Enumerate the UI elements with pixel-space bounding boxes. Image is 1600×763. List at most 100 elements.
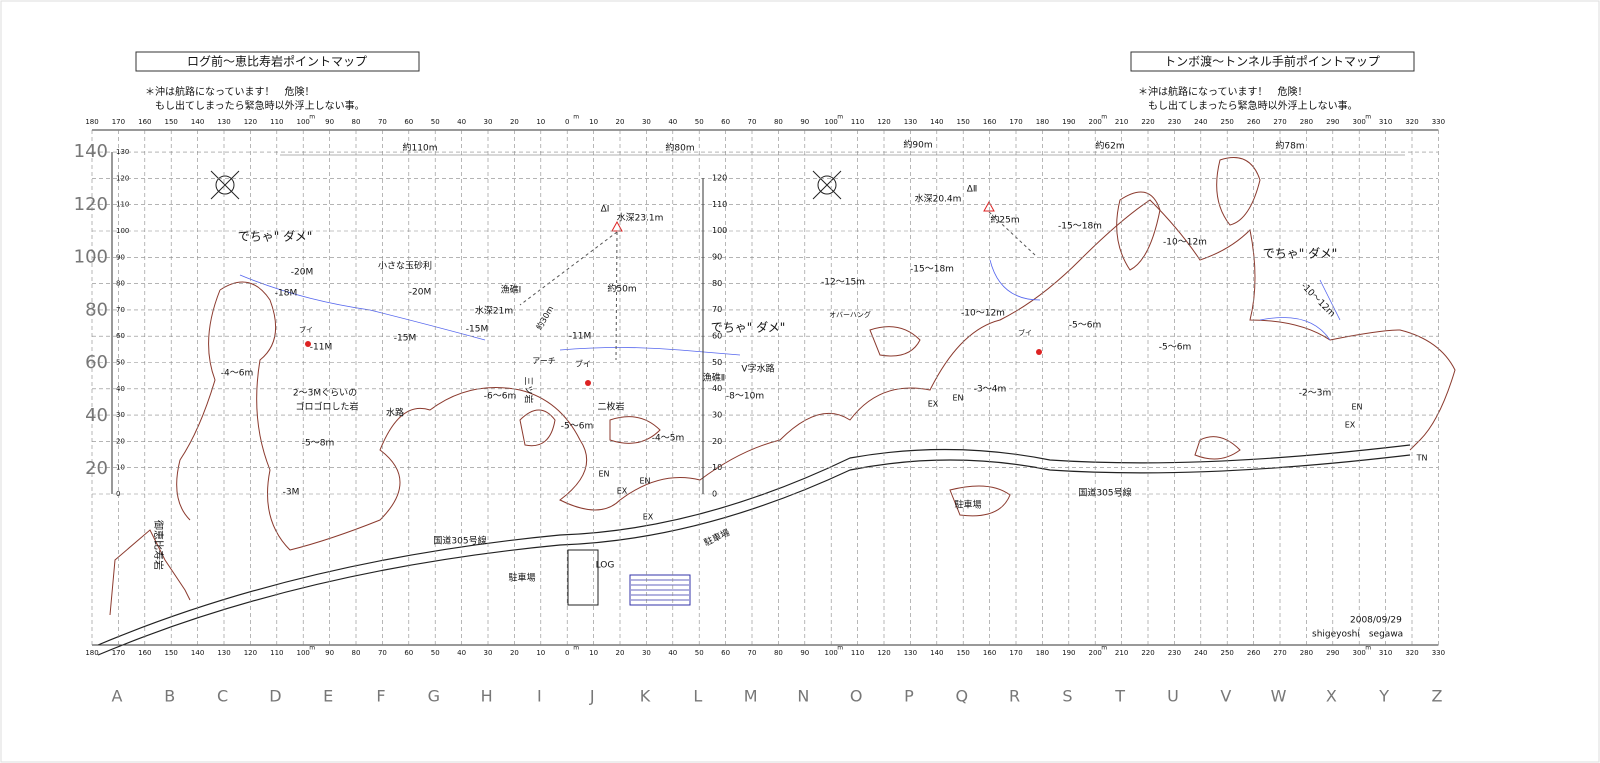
ruler-label: 50	[695, 649, 704, 657]
coast	[97, 154, 1456, 656]
map-label: -8～10m	[726, 392, 764, 402]
ruler-label: 80	[352, 649, 361, 657]
map-label: 水深23.1m	[617, 212, 664, 224]
map-label: ゴロゴロした岩	[295, 401, 358, 413]
ruler-label: 160	[138, 649, 151, 657]
ruler-label: 80	[774, 118, 783, 126]
map-label: 水路	[386, 407, 404, 419]
ruler-label: 30	[484, 649, 493, 657]
depth-label: 20	[85, 458, 108, 479]
depth-label: 80	[85, 299, 108, 320]
map-label: 約110m	[403, 142, 438, 154]
ruler-label: 0	[565, 649, 569, 657]
ruler-label: 60	[404, 649, 413, 657]
inner-scale-label: 90	[712, 253, 722, 262]
map-label: 小さな玉砂利	[378, 260, 432, 272]
ruler-label: 70	[748, 118, 757, 126]
ruler-label: 20	[510, 118, 519, 126]
ruler-label: 190	[1062, 649, 1075, 657]
ruler-label: 50	[695, 118, 704, 126]
ruler-label: 30	[642, 118, 651, 126]
map-label: 水深21m	[475, 305, 513, 317]
ruler-label: 220	[1141, 118, 1154, 126]
ruler-label: 120	[877, 118, 890, 126]
map-label: EN	[1351, 403, 1362, 412]
ruler-label: 110	[270, 118, 283, 126]
ruler-label: 40	[457, 649, 466, 657]
map-label: 漁礁Ⅱ	[703, 372, 725, 384]
map-label: -15～18m	[1058, 222, 1102, 232]
inner-scale-label: 20	[712, 437, 722, 446]
ruler-label: 270	[1273, 118, 1286, 126]
column-letter: R	[1009, 687, 1020, 706]
map-label: -2～3m	[1299, 389, 1331, 399]
map-label: -11M	[310, 343, 332, 353]
map-label: -11M	[569, 332, 591, 342]
ruler-label: 210	[1115, 649, 1128, 657]
ruler-label: 150	[957, 118, 970, 126]
ruler-label: 280	[1300, 118, 1313, 126]
map-label: 水深20.4m	[915, 193, 962, 205]
map-label: -4～6m	[221, 369, 253, 379]
ruler-label: 40	[457, 118, 466, 126]
ruler-label: 160	[983, 118, 996, 126]
map-label: 2～3Mぐらいの	[293, 388, 357, 399]
map-label: EX	[928, 400, 939, 409]
column-letter: W	[1271, 687, 1287, 706]
title: トンボ渡～トンネル手前ポイントマップ	[1164, 54, 1380, 69]
ruler-label: 110	[270, 649, 283, 657]
map-label: EX	[643, 513, 654, 522]
ruler-label: 130	[217, 118, 230, 126]
title-box	[1130, 51, 1415, 72]
inner-scale-label: 10	[712, 463, 722, 472]
note: もし出てしまったら緊急時以外浮上しない事。	[155, 99, 365, 112]
map-label: -12～15m	[821, 278, 865, 288]
map-label: 駐車場	[508, 572, 535, 584]
ruler-label: 90	[325, 649, 334, 657]
ruler-label: 240	[1194, 118, 1207, 126]
ruler-label: 60	[721, 118, 730, 126]
ruler-label: 50	[431, 118, 440, 126]
ruler-label: 90	[800, 649, 809, 657]
ruler-label: 100	[297, 118, 310, 126]
map-label: -3M	[283, 488, 300, 498]
inner-scale-label: 50	[712, 358, 722, 367]
ruler-label: 100	[825, 118, 838, 126]
column-letter: Y	[1378, 687, 1389, 706]
column-letter: D	[269, 687, 281, 706]
ruler-unit: m	[309, 114, 315, 121]
ruler-label: 320	[1405, 649, 1418, 657]
ruler-label: 160	[138, 118, 151, 126]
map-label: 国道305号線	[1078, 487, 1131, 499]
map-label: EX	[1345, 421, 1356, 430]
ruler-label: 70	[378, 118, 387, 126]
ruler-label: 200	[1089, 649, 1102, 657]
ruler-label: 270	[1273, 649, 1286, 657]
map-label: -5～8m	[302, 439, 334, 449]
ruler-label: 230	[1168, 118, 1181, 126]
ruler-label: 10	[589, 649, 598, 657]
column-letter: A	[112, 687, 123, 706]
ruler-label: 130	[217, 649, 230, 657]
ruler-label: 110	[851, 118, 864, 126]
note: もし出てしまったら緊急時以外浮上しない事。	[1148, 99, 1358, 112]
depth-label: 120	[74, 194, 108, 215]
map-label: LOG	[596, 561, 615, 571]
depth-label: 60	[85, 352, 108, 373]
map-label: 約78m	[1275, 140, 1304, 152]
map-label: TN	[1416, 454, 1428, 463]
ruler-label: 250	[1221, 118, 1234, 126]
ruler-label: 180	[85, 118, 98, 126]
ruler-label: 30	[484, 118, 493, 126]
scale-label: 0	[116, 490, 120, 498]
map-label: -10～12m	[1163, 238, 1207, 248]
map-label: ブイ	[575, 359, 591, 369]
inner-scale-label: 80	[712, 279, 722, 288]
ruler-label: 150	[957, 649, 970, 657]
note: ＊沖は航路になっています！ 危険！	[145, 85, 315, 98]
ruler-label: 30	[642, 649, 651, 657]
column-letter: N	[797, 687, 809, 706]
map-label: EN	[598, 470, 609, 479]
inner-scale-label: 100	[712, 226, 727, 235]
ruler-label: 120	[244, 649, 257, 657]
